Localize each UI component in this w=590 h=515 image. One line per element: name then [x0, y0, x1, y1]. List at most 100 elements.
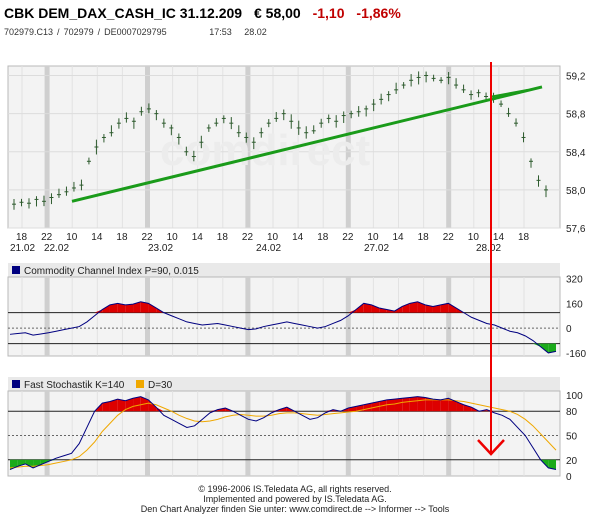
cci-overbought-fill [348, 309, 357, 313]
x-hour-label: 14 [493, 232, 505, 243]
panel-background [7, 65, 561, 229]
price-change-percent: -1,86% [356, 5, 401, 21]
x-hour-label: 10 [367, 232, 379, 243]
x-hour-label: 22 [242, 232, 254, 243]
x-hour-label: 22 [142, 232, 154, 243]
support-trendline [71, 85, 543, 203]
id-separator: / [57, 27, 60, 37]
cci-overbought-fill [117, 303, 126, 313]
chart-header: CBK DEM_DAX_CASH_IC 31.12.209 € 58,00 -1… [4, 5, 409, 25]
isin-code: DE0007029795 [104, 27, 167, 37]
stoch-overbought-fill [409, 396, 418, 412]
quote-time: 17:53 [209, 27, 232, 37]
x-hour-label: 22 [443, 232, 455, 243]
cci-oversold-fill [540, 343, 549, 353]
cci-overbought-fill [102, 304, 110, 313]
cci-overbought-fill [440, 303, 449, 313]
overlay-layer [477, 62, 505, 456]
legend-swatch-k [12, 380, 20, 388]
stoch-overbought-fill [440, 398, 449, 412]
cci-overbought-fill [133, 301, 141, 313]
panel-background [7, 390, 561, 477]
y-tick-label: 80 [566, 407, 578, 418]
footer: © 1996-2006 IS.Teledata AG, all rights r… [0, 484, 590, 514]
x-hour-label: 10 [267, 232, 279, 243]
stoch-overbought-fill [125, 398, 134, 412]
x-date-label: 24.02 [256, 243, 281, 254]
stoch-overbought-fill [463, 404, 472, 412]
stoch-overbought-fill [394, 398, 403, 412]
cci-overbought-fill [432, 304, 441, 313]
cci-overbought-fill [94, 309, 103, 313]
instrument-name: CBK DEM_DAX_CASH_IC 31.12.209 [4, 5, 243, 21]
y-tick-label: 100 [566, 391, 583, 402]
cci-overbought-fill [409, 301, 418, 313]
price-change: -1,10 [312, 5, 345, 21]
panel-title-bar [8, 263, 560, 277]
cci-overbought-fill [148, 303, 157, 313]
short-trendline [491, 88, 529, 98]
stoch-overbought-fill [448, 398, 457, 412]
stoch-d-legend: D=30 [148, 380, 173, 391]
cci-overbought-fill [379, 307, 387, 313]
stoch-overbought-fill [109, 399, 118, 412]
x-hour-label: 14 [91, 232, 103, 243]
cci-overbought-fill [425, 304, 433, 313]
quote-date: 28.02 [244, 27, 267, 37]
stoch-overbought-fill [371, 401, 380, 412]
x-hour-label: 18 [518, 232, 530, 243]
id-separator: / [97, 27, 101, 37]
y-tick-label: 50 [566, 432, 578, 443]
analyzer-hint-text: Den Chart Analyzer finden Sie unter: www… [140, 504, 450, 514]
y-tick-label: 58,8 [566, 110, 586, 121]
stoch-overbought-fill [156, 407, 164, 412]
x-hour-label: 10 [66, 232, 78, 243]
cci-overbought-fill [109, 303, 118, 313]
cci-overbought-fill [125, 304, 134, 313]
annotation-arrow-head [477, 439, 505, 456]
y-tick-label: 320 [566, 275, 583, 286]
cci-overbought-fill [371, 304, 380, 313]
x-date-label: 27.02 [364, 243, 389, 254]
stoch-overbought-fill [102, 401, 110, 412]
stochastic-panel: Fast Stochastik K=140 D=30 100 80 50 20 0 [7, 377, 583, 483]
y-tick-label: 59,2 [566, 72, 586, 83]
x-hour-label: 18 [16, 232, 28, 243]
y-tick-label: 58,4 [566, 148, 586, 159]
cci-overbought-fill [140, 301, 149, 313]
x-date-label: 28.02 [476, 243, 501, 254]
x-hour-label: 22 [342, 232, 354, 243]
stoch-k-line [9, 396, 557, 471]
stoch-overbought-fill [425, 397, 433, 412]
copyright-text: © 1996-2006 IS.Teledata AG, all rights r… [198, 484, 392, 494]
cci-overbought-fill [363, 303, 372, 313]
stoch-oversold-fill [17, 459, 26, 467]
cci-line [9, 301, 557, 354]
y-tick-label: 57,6 [566, 224, 586, 235]
y-tick-label: -160 [566, 349, 586, 360]
stoch-k-legend: Fast Stochastik K=140 [24, 380, 125, 391]
watermark-logo: comdirect [160, 126, 371, 175]
legend-swatch-cci [12, 266, 20, 274]
x-date-label: 22.02 [44, 243, 69, 254]
x-hour-label: 18 [217, 232, 229, 243]
stoch-oversold-fill [548, 459, 556, 470]
stoch-d-line [9, 399, 557, 469]
y-tick-label: 0 [566, 472, 572, 483]
x-hour-label: 22 [41, 232, 53, 243]
stoch-overbought-fill [386, 399, 395, 412]
implemented-text: Implemented and powered by IS.Teledata A… [203, 494, 387, 504]
panel-title-bar [8, 377, 560, 391]
stoch-overbought-fill [417, 396, 426, 412]
instrument-ids: 702979.C13/702979/DE0007029795 17:53 28.… [4, 27, 271, 37]
stoch-overbought-fill [117, 399, 126, 412]
x-hour-label: 10 [167, 232, 179, 243]
panel-background [7, 276, 561, 357]
x-hour-label: 14 [192, 232, 204, 243]
x-hour-label: 10 [468, 232, 480, 243]
cci-overbought-fill [448, 303, 457, 313]
stoch-overbought-fill [133, 396, 141, 412]
y-tick-label: 20 [566, 456, 578, 467]
x-hour-label: 18 [116, 232, 128, 243]
x-date-label: 21.02 [10, 243, 35, 254]
